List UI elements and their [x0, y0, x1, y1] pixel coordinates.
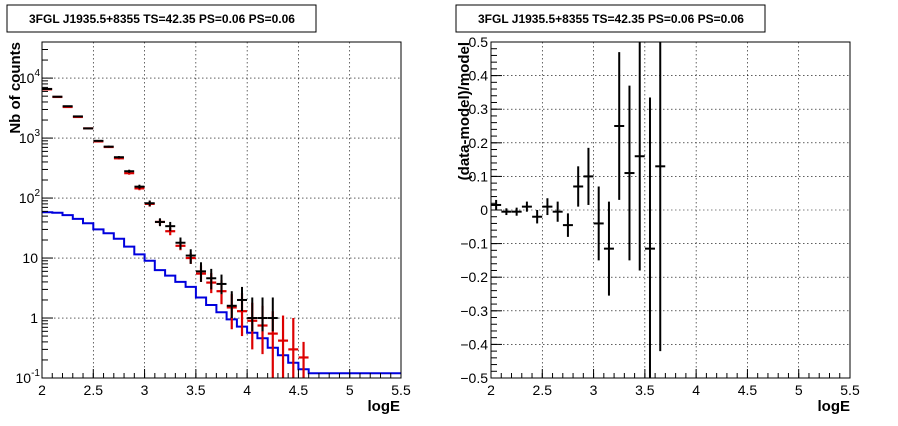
- counts-data-point: [267, 297, 278, 332]
- counts-y-tick-label: 104: [19, 68, 41, 86]
- counts-data-point: [206, 268, 217, 290]
- residual-grid: [491, 42, 850, 378]
- counts-data-point: [93, 139, 104, 142]
- counts-model-series: [42, 88, 309, 378]
- counts-data-series: [42, 87, 278, 332]
- residual-y-tick-label: −0.4: [460, 336, 488, 352]
- counts-data-point: [185, 249, 196, 264]
- residual-y-tick-label: 0.3: [469, 101, 489, 117]
- counts-y-label: Nb of counts: [7, 42, 24, 134]
- residual-point: [614, 52, 625, 200]
- counts-model-point: [288, 318, 299, 378]
- counts-data-point: [144, 200, 155, 207]
- counts-panel: 3FGL J1935.5+8355 TS=42.35 PS=0.06 PS=0.…: [6, 4, 411, 415]
- residual-y-tick-label: −0.2: [460, 269, 488, 285]
- counts-data-point: [113, 156, 124, 159]
- residual-point: [634, 42, 645, 271]
- counts-x-tick-label: 3: [141, 382, 149, 398]
- residual-point: [624, 85, 635, 261]
- counts-data-point: [62, 105, 73, 108]
- counts-axis-ticks: 2 2.5 3 3.5 4 4.5 5 5.5 10-1 1 10 102 103 104: [16, 48, 411, 398]
- residual-point: [552, 201, 563, 222]
- residual-point: [542, 198, 553, 216]
- residual-y-tick-label: 0.4: [469, 68, 489, 84]
- residual-point: [655, 42, 666, 352]
- residual-x-tick-label: 5: [795, 382, 803, 398]
- residual-y-tick-label: 0.2: [469, 135, 489, 151]
- residual-x-tick-label: 4.5: [738, 382, 758, 398]
- counts-y-tick-label: 10-1: [16, 368, 41, 386]
- residual-y-label: (data-model)/model: [456, 42, 473, 180]
- residual-y-tick-label: 0.5: [469, 34, 489, 50]
- counts-title-box: [6, 4, 317, 33]
- residual-point: [501, 208, 512, 216]
- residual-point: [573, 166, 584, 207]
- residual-data-series: [491, 42, 666, 378]
- counts-x-tick-label: 2: [38, 382, 46, 398]
- counts-data-point: [72, 115, 83, 118]
- residual-point: [511, 207, 522, 216]
- counts-data-point: [165, 221, 176, 232]
- residual-point: [521, 201, 532, 212]
- counts-plot-frame: [41, 41, 402, 379]
- residual-panel: 3FGL J1935.5+8355 TS=42.35 PS=0.06 PS=0.…: [455, 4, 860, 415]
- counts-data-point: [83, 127, 94, 130]
- counts-x-tick-label: 4.5: [289, 382, 309, 398]
- residual-x-tick-label: 4: [692, 382, 700, 398]
- residual-title: 3FGL J1935.5+8355 TS=42.35 PS=0.06 PS=0.…: [478, 12, 744, 26]
- counts-data-point: [154, 218, 165, 227]
- residual-point: [491, 199, 502, 210]
- residual-point: [644, 97, 655, 378]
- residual-point: [562, 213, 573, 237]
- counts-data-point: [216, 274, 227, 295]
- counts-y-tick-label: 102: [19, 188, 41, 206]
- counts-grid: [42, 42, 401, 378]
- residual-y-tick-label: −0.5: [460, 370, 488, 386]
- counts-y-tick-label: 103: [19, 128, 41, 146]
- counts-y-tick-label: 1: [30, 310, 38, 326]
- residual-y-tick-label: 0: [480, 202, 488, 218]
- counts-data-point: [42, 87, 53, 90]
- residual-x-tick-label: 5.5: [840, 382, 860, 398]
- residual-y-tick-label: −0.3: [460, 303, 488, 319]
- residual-y-tick-label: −0.1: [460, 236, 488, 252]
- counts-data-point: [226, 291, 237, 319]
- counts-y-tick-label: 10: [22, 250, 38, 266]
- counts-data-point: [257, 297, 268, 332]
- counts-data-point: [247, 297, 258, 332]
- residual-point: [583, 147, 594, 205]
- counts-model-point: [278, 315, 289, 378]
- residual-x-tick-label: 3: [590, 382, 598, 398]
- counts-background-step-line: [42, 211, 401, 375]
- counts-background-series: [42, 211, 401, 375]
- residual-x-tick-label: 2: [487, 382, 495, 398]
- residual-point: [532, 210, 543, 224]
- residual-x-tick-label: 3.5: [635, 382, 655, 398]
- counts-model-point: [298, 341, 309, 378]
- counts-title: 3FGL J1935.5+8355 TS=42.35 PS=0.06 PS=0.…: [29, 12, 295, 26]
- counts-x-tick-label: 3.5: [186, 382, 206, 398]
- residual-title-box: [455, 4, 766, 33]
- residual-y-tick-label: 0.1: [469, 168, 489, 184]
- counts-data-point: [134, 184, 145, 189]
- counts-data-point: [124, 169, 135, 173]
- residual-x-tick-label: 2.5: [533, 382, 553, 398]
- counts-data-point: [103, 145, 114, 148]
- counts-x-tick-label: 5.5: [391, 382, 411, 398]
- residual-x-label: logE: [818, 398, 851, 415]
- counts-x-tick-label: 4: [243, 382, 251, 398]
- counts-data-point: [52, 95, 63, 98]
- counts-x-tick-label: 2.5: [84, 382, 104, 398]
- counts-x-label: logE: [368, 398, 401, 415]
- counts-x-tick-label: 5: [346, 382, 354, 398]
- counts-data-point: [175, 237, 186, 250]
- counts-data-point: [195, 262, 206, 282]
- residual-point: [593, 186, 604, 261]
- residual-axis-ticks: 2 2.5 3 3.5 4 4.5 5 5.5 −0.5 −0.4 −0.3 −0.2 −0.1 0 0.1…: [460, 34, 860, 398]
- residual-point: [603, 201, 614, 296]
- counts-data-point: [237, 286, 248, 312]
